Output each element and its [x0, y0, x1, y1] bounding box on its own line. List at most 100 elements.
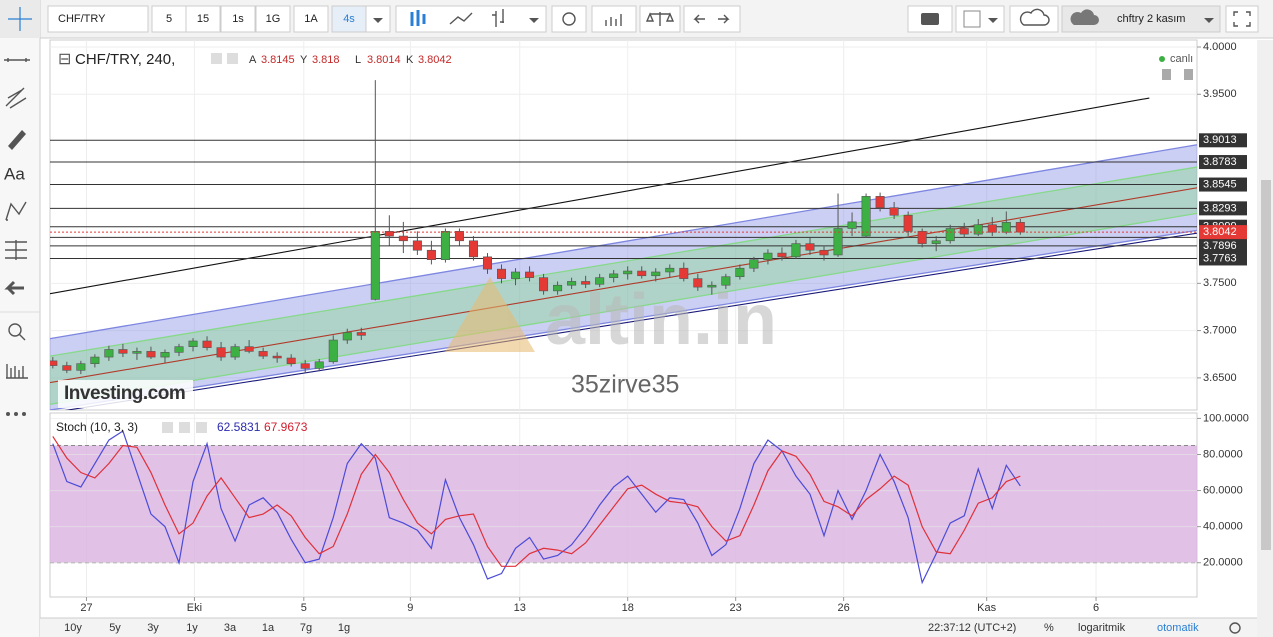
level-label: 3.8783: [1203, 156, 1237, 168]
candle-body: [258, 351, 268, 357]
footer: [40, 618, 1257, 637]
pattern-tool[interactable]: [5, 201, 27, 221]
ohlc-key: K: [406, 54, 414, 66]
range-button[interactable]: 5y: [109, 622, 121, 634]
candle-body: [342, 332, 352, 341]
eye-button[interactable]: [211, 53, 222, 64]
close-button[interactable]: [196, 422, 207, 433]
candle-body: [679, 267, 689, 279]
chart-type-box[interactable]: [395, 5, 547, 33]
candle-body: [356, 332, 366, 336]
undo-icon: [693, 14, 730, 24]
channel-edge: [50, 229, 1197, 410]
indicator-button[interactable]: [591, 5, 637, 33]
range-button[interactable]: 1a: [262, 622, 275, 634]
indicator-title: Stoch (10, 3, 3): [56, 420, 138, 434]
interval-label: 15: [197, 13, 209, 25]
symbol-box[interactable]: [47, 5, 149, 33]
more-dot[interactable]: [6, 412, 10, 416]
settings-icon[interactable]: [1229, 622, 1241, 634]
ohlc-value: 3.8014: [367, 54, 401, 66]
left-toolbar: [0, 38, 40, 637]
undo-redo[interactable]: [683, 5, 741, 33]
interval-button[interactable]: [220, 5, 256, 33]
candle-body: [567, 281, 577, 286]
candle-body: [160, 352, 170, 358]
candle-body: [174, 346, 184, 353]
source-logo: Investing.com: [64, 383, 185, 404]
candle-body: [244, 346, 254, 352]
x-tick-label: 9: [407, 602, 413, 614]
interval-button[interactable]: [185, 5, 221, 33]
zoom-handle: [18, 333, 26, 341]
candle-body: [735, 267, 745, 278]
channel-edge: [50, 166, 1197, 357]
range-button[interactable]: 10y: [64, 622, 82, 634]
k-value: 62.5831: [217, 420, 261, 434]
x-tick-label: 27: [80, 602, 92, 614]
range-button[interactable]: 3a: [224, 622, 237, 634]
remove-tool[interactable]: [4, 280, 24, 296]
level-tag: [1199, 177, 1247, 192]
range-button[interactable]: 7g: [300, 622, 312, 634]
measure-tool[interactable]: [6, 364, 28, 379]
y-tick-label: 60.0000: [1203, 484, 1243, 496]
symbol: CHF/TRY: [58, 13, 106, 25]
line-tool[interactable]: [4, 58, 30, 62]
x-tick-label: 26: [838, 602, 850, 614]
d-value: 67.9673: [264, 420, 308, 434]
auto-toggle[interactable]: otomatik: [1157, 622, 1199, 634]
candle-body: [875, 196, 885, 209]
interval-group: 5 15 1s 1G 1A 4s: [151, 5, 367, 33]
text-tool[interactable]: Aa: [4, 164, 25, 183]
stoch-band: [50, 445, 1197, 563]
series-line: [52, 436, 1021, 567]
level-label: 3.9013: [1203, 134, 1237, 146]
fullscreen-button[interactable]: [1225, 5, 1259, 33]
candle-body: [62, 365, 72, 371]
candle-body: [216, 347, 226, 358]
indicator-icon: [605, 14, 622, 26]
range-button[interactable]: 3y: [147, 622, 159, 634]
clock: 22:37:12 (UTC+2): [928, 622, 1016, 634]
percent-toggle[interactable]: %: [1044, 622, 1054, 634]
source-bg: [58, 380, 193, 408]
level-tag: [1199, 201, 1247, 216]
candle-body: [861, 196, 871, 237]
interval-button[interactable]: [151, 5, 187, 33]
candle-body: [50, 360, 58, 366]
line-icon: [449, 12, 473, 25]
last-price-tag: [1199, 225, 1247, 240]
candle-body: [833, 228, 843, 256]
prediction-tool[interactable]: [5, 240, 27, 260]
legend-icon[interactable]: ⊟: [58, 51, 71, 68]
log-toggle[interactable]: logaritmik: [1078, 622, 1126, 634]
fib-tool[interactable]: [5, 87, 27, 109]
caret: [988, 18, 998, 23]
candle-body: [497, 268, 507, 279]
scroll-button[interactable]: [1162, 69, 1171, 80]
range-button[interactable]: 1g: [338, 622, 350, 634]
settings-button[interactable]: [227, 53, 238, 64]
camera-icon: [921, 13, 939, 25]
zoom-tool[interactable]: [8, 323, 22, 337]
candle-body: [146, 351, 156, 358]
candle-body: [314, 361, 324, 369]
interval-button[interactable]: [293, 5, 329, 33]
level-label: 3.8545: [1203, 178, 1237, 190]
candle-body: [917, 231, 927, 244]
scroll-thumb[interactable]: [1261, 180, 1271, 550]
candle-body: [370, 231, 380, 300]
live-dot: [1159, 56, 1165, 62]
interval-button[interactable]: [255, 5, 291, 33]
settings-button[interactable]: [551, 5, 587, 33]
interval-label: 1G: [266, 13, 281, 25]
range-button[interactable]: 1y: [186, 622, 198, 634]
scroll-button[interactable]: [1184, 69, 1193, 80]
brush-tool[interactable]: [8, 130, 26, 150]
eye-button[interactable]: [162, 422, 173, 433]
candle-body: [553, 284, 563, 292]
settings-button[interactable]: [179, 422, 190, 433]
interval-label: 1s: [232, 13, 244, 25]
stoch-plot: [50, 413, 1197, 597]
